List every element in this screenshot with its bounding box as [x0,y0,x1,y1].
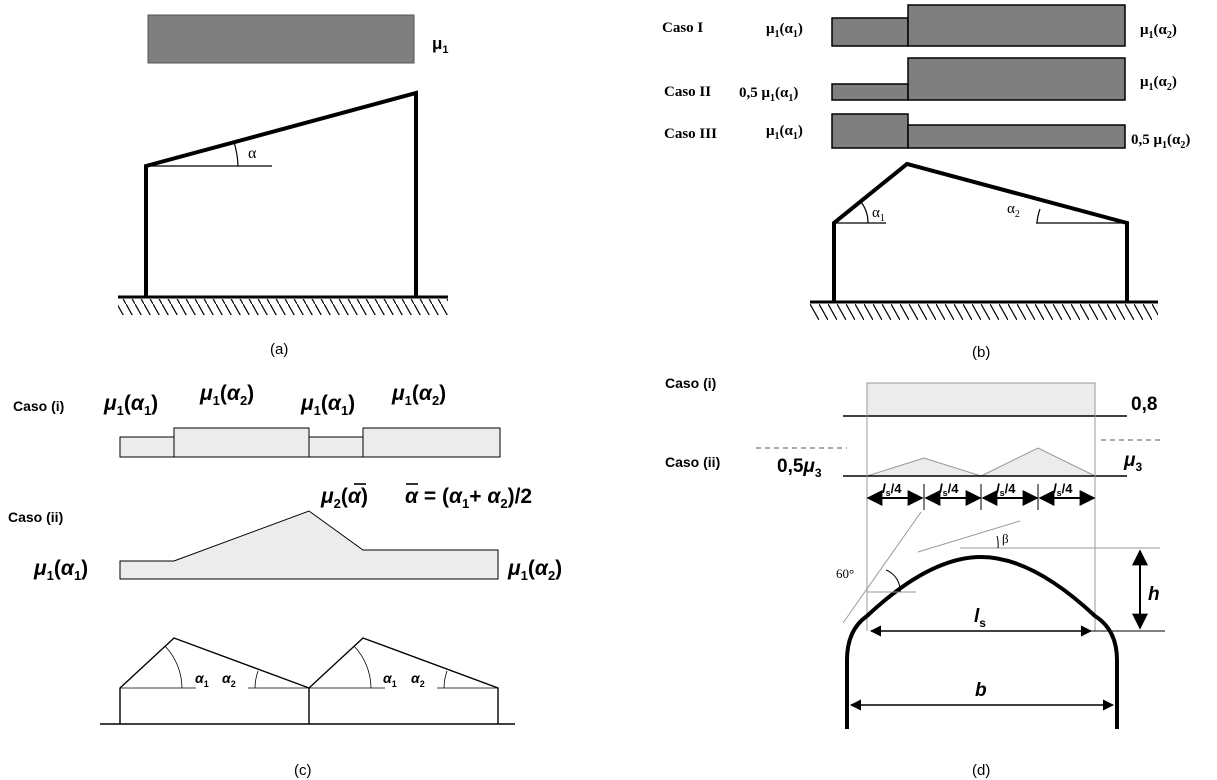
alpha1-label: α1 [872,205,885,224]
arc-60 [885,569,901,593]
panel-d: Caso (i) 0,8 Caso (ii) 0,5μ3 μ3 ls/4 ls/… [665,375,1165,779]
caption-c: (c) [294,762,312,779]
uniform-load-block [147,14,415,64]
caso-i-label: Caso I [662,20,703,36]
caso-i-d-label: Caso (i) [665,375,716,391]
alpha-label: α [248,145,257,162]
mu1-alpha2-right: μ1(α2) [507,557,562,583]
alpha-mean-formula: α = (α1+ α2)/2 [405,485,532,511]
panel-b: Caso I μ1(α1) μ1(α2) Caso II 0,5 μ1(α1) … [662,4,1190,361]
c-alpha2-arc-1 [254,670,259,689]
caso-i-c-block-1 [119,436,175,458]
caso-ii-left-block [831,83,909,101]
mu1-alpha1-left: μ1(α1) [33,557,88,583]
ls-label: ls [974,606,986,630]
caso-i-right-block [907,4,1126,47]
ground-hatch-b [810,304,1158,320]
h-label: h [1148,584,1160,605]
tangent-60 [842,511,922,624]
twin-frame [119,637,499,724]
value-0-8: 0,8 [1131,394,1157,415]
caso-ii-c-label: Caso (ii) [8,509,63,525]
caso-i-right-value: μ1(α2) [1140,22,1177,41]
ls-quarter-label-2: ls/4 [939,481,959,498]
label-beta: β [1002,531,1009,546]
caption-b: (b) [972,344,990,361]
ls-quarter-label-4: ls/4 [1053,481,1073,498]
mu1-label: μ1 [432,34,449,56]
ground-hatch-a [118,299,448,315]
mu1-alpha2-label-2: μ1(α2) [391,382,446,408]
caso-i-c-label: Caso (i) [13,398,64,414]
caso-iii-left-value: μ1(α1) [766,123,803,142]
c-alpha1-arc-1 [164,645,183,689]
value-0-5-mu3: 0,5μ3 [777,456,822,480]
caso-ii-right-block [907,57,1126,101]
alpha2-arc [1036,208,1041,224]
caso-i-c-block-3 [308,436,364,458]
caso-ii-c-load-shape [119,510,499,580]
alpha1-arc [860,201,869,224]
caso-ii-d-label: Caso (ii) [665,454,720,470]
caso-iii-right-value: 0,5 μ1(α2) [1131,132,1190,151]
caso-ii-d-tri-left [866,457,982,477]
monopitch-frame [144,90,418,297]
b-label: b [975,680,987,701]
arc-beta [996,535,999,549]
caso-ii-right-value: μ1(α2) [1140,74,1177,93]
caso-i-c-block-4 [362,427,501,458]
ls-quarter-label-3: ls/4 [996,481,1016,498]
caso-ii-left-value: 0,5 μ1(α1) [739,85,798,104]
tangent-beta [917,520,1021,553]
c-alpha1-label-1: α1 [195,670,209,689]
panel-a: μ1 α (a) [118,14,449,358]
caso-i-left-value: μ1(α1) [766,21,803,40]
duopitch-frame [832,161,1129,302]
mu3-right: μ3 [1123,450,1142,474]
alpha2-label: α2 [1007,201,1020,220]
c-alpha2-arc-2 [443,670,448,689]
label-60: 60° [836,566,854,581]
caption-d: (d) [972,762,990,779]
c-alpha1-arc-2 [353,645,372,689]
mu1-alpha2-label-1: μ1(α2) [199,382,254,408]
caso-iii-right-block [907,124,1126,149]
caso-ii-d-tri-right [980,447,1096,477]
ls-quarter-label-1: ls/4 [882,481,902,498]
c-alpha1-label-2: α1 [383,670,397,689]
mu1-alpha1-label-2: μ1(α1) [300,392,355,418]
alpha-arc [233,141,239,167]
caso-iii-label: Caso III [664,126,717,142]
caption-a: (a) [270,341,288,358]
curved-roof-building [845,554,1119,729]
ls-quarter-dimensions: ls/4 ls/4 ls/4 ls/4 [866,481,1096,510]
c-alpha2-label-1: α2 [222,670,236,689]
caso-ii-label: Caso II [664,84,711,100]
panel-c: Caso (i) μ1(α1) μ1(α2) μ1(α1) μ1(α2) Cas… [8,382,562,779]
c-alpha2-label-2: α2 [411,670,425,689]
caso-i-c-block-2 [173,427,310,458]
mu2-alphabar-label: μ2(α) [320,485,368,511]
caso-i-d-load-block [866,382,1096,417]
caso-i-left-block [831,17,909,47]
caso-iii-left-block [831,113,909,149]
mu1-alpha1-label-1: μ1(α1) [103,392,158,418]
